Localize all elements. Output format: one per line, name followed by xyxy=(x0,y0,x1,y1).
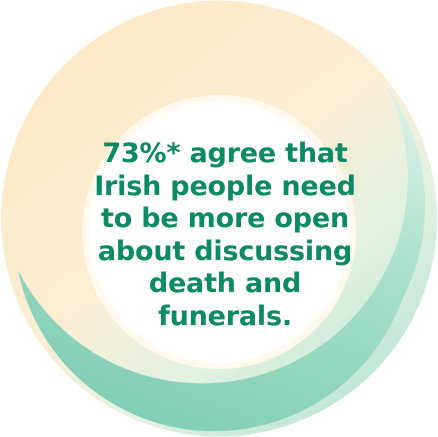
inner-hole xyxy=(82,95,356,369)
statistic-line: 73%* agree that xyxy=(102,138,348,169)
teal-crescent-band xyxy=(18,85,426,432)
statistic-line: death and xyxy=(148,268,302,300)
statistic-line: about discussing xyxy=(97,235,353,267)
statistic-line: to be more open xyxy=(100,203,350,235)
statistic-line: Irish people need xyxy=(94,170,356,202)
statistic-text: 73%* agree that Irish people need to be … xyxy=(94,138,356,334)
statistic-line: funerals. xyxy=(158,300,292,332)
